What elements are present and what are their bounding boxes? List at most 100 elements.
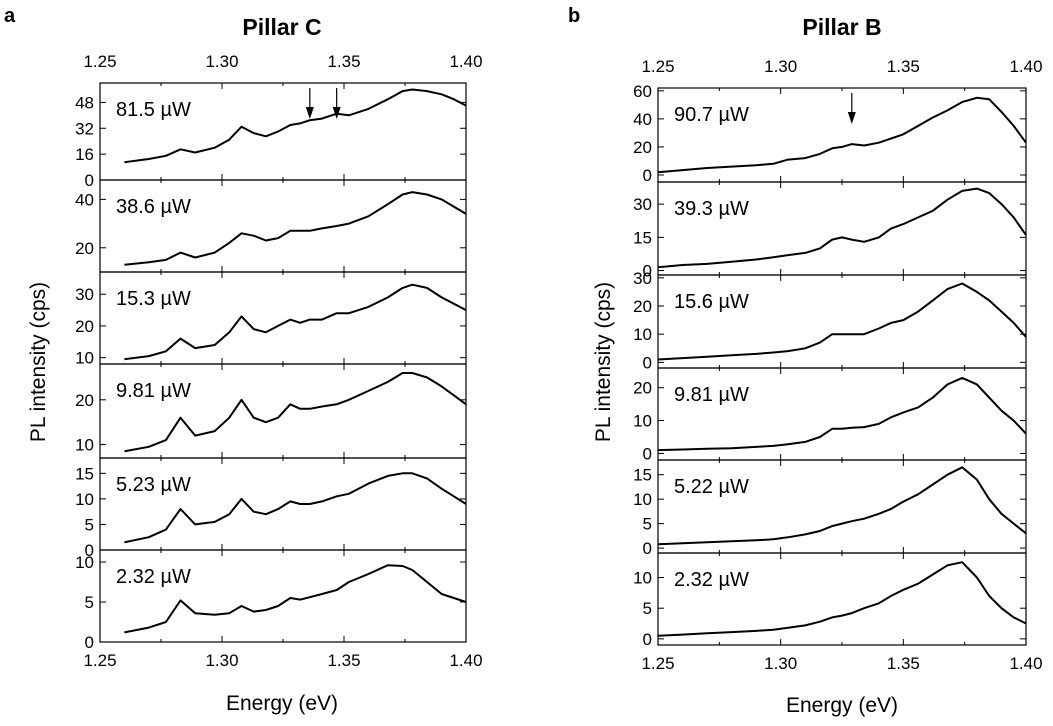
y-tick-label: 20: [75, 239, 94, 258]
y-tick-label: 40: [633, 110, 652, 129]
x-tick-label-top: 1.25: [641, 57, 674, 76]
y-tick-label: 60: [633, 82, 652, 101]
x-tick-label-top: 1.40: [449, 52, 482, 71]
subplot-frame: [99, 457, 467, 551]
arrow-head: [305, 107, 314, 119]
chart-title: Pillar B: [802, 14, 881, 40]
spectrum-line: [124, 283, 467, 361]
y-tick-label: 10: [75, 436, 94, 455]
x-tick-label-top: 1.40: [1009, 57, 1042, 76]
y-tick-label: 5: [85, 593, 94, 612]
y-axis-label: PL intensity (cps): [27, 282, 50, 442]
power-label: 90.7 µW: [674, 104, 749, 126]
y-tick-label: 20: [75, 317, 94, 336]
spectrum-line: [657, 561, 1027, 637]
power-label: 38.6 µW: [116, 196, 191, 218]
x-axis-label: Energy (eV): [786, 694, 898, 717]
power-label: 15.6 µW: [674, 291, 749, 313]
power-label: 9.81 µW: [674, 384, 749, 406]
panel-b: b Pillar B 1.25 1.25 1.30 1.30 1.35 1.35 1.40 1.4…: [568, 5, 1043, 717]
y-tick-label: 0: [643, 539, 652, 558]
spectrum-line: [657, 282, 1027, 361]
x-tick-label-top: 1.30: [205, 52, 238, 71]
x-tick-label: 1.35: [887, 654, 920, 673]
subplot: 10 20 9.81 µW: [75, 363, 467, 459]
spectrum-line: [124, 472, 467, 544]
y-axis-label: PL intensity (cps): [592, 282, 615, 442]
subplot: 0 10 20 30 15.6 µW: [633, 269, 1027, 372]
spectrum-line: [657, 376, 1027, 452]
subplot-frame: [99, 179, 467, 273]
panel-label: a: [4, 5, 16, 27]
arrow-head: [847, 112, 856, 124]
y-tick-label: 0: [643, 630, 652, 649]
y-tick-label: 0: [85, 541, 94, 560]
y-tick-label: 20: [633, 297, 652, 316]
subplot: 0 5 10 15 5.22 µW: [633, 459, 1027, 558]
subplot: 0 15 30 39.3 µW: [633, 181, 1027, 281]
y-tick-label: 5: [643, 515, 652, 534]
power-label: 39.3 µW: [674, 198, 749, 220]
subplot: 0 5 10 2.32 µW: [75, 549, 467, 652]
y-tick-label: 10: [75, 553, 94, 572]
y-tick-label: 30: [633, 195, 652, 214]
spectrum-line: [124, 88, 467, 164]
subplot: 20 40 38.6 µW: [75, 179, 467, 273]
y-tick-label: 30: [633, 269, 652, 288]
y-tick-label: 5: [85, 515, 94, 534]
y-tick-label: 32: [75, 119, 94, 138]
x-tick-label-top: 1.25: [83, 52, 116, 71]
panel-label: b: [568, 5, 580, 27]
subplot-frame: [99, 549, 467, 643]
x-tick-label: 1.25: [641, 654, 674, 673]
subplot-frame: [657, 181, 1027, 276]
y-tick-label: 48: [75, 93, 94, 112]
y-tick-label: 30: [75, 285, 94, 304]
y-tick-label: 10: [75, 490, 94, 509]
y-tick-label: 16: [75, 145, 94, 164]
subplot: 0 5 10 15 5.23 µW: [75, 457, 467, 560]
power-label: 81.5 µW: [116, 99, 191, 121]
subplot: 0 5 10 2.32 µW: [633, 552, 1027, 649]
x-tick-label: 1.40: [449, 651, 482, 670]
x-tick-label: 1.30: [764, 654, 797, 673]
y-tick-label: 0: [643, 444, 652, 463]
y-tick-label: 10: [75, 349, 94, 368]
spectrum-line: [124, 191, 467, 266]
y-tick-label: 0: [643, 166, 652, 185]
subplot-frame: [99, 82, 467, 181]
y-tick-label: 15: [633, 466, 652, 485]
subplot: 0 20 40 60 90.7 µW: [633, 82, 1027, 185]
subplot: 10 20 30 15.3 µW: [75, 271, 467, 368]
x-axis-label: Energy (eV): [226, 692, 338, 715]
x-tick-label: 1.30: [205, 651, 238, 670]
y-tick-label: 0: [85, 633, 94, 652]
spectrum-line: [657, 466, 1027, 546]
arrow-head: [332, 107, 341, 119]
x-tick-label-top: 1.35: [327, 52, 360, 71]
y-tick-label: 10: [633, 569, 652, 588]
y-tick-label: 0: [85, 171, 94, 190]
spectrum-line: [124, 564, 467, 634]
x-tick-label: 1.25: [83, 651, 116, 670]
y-tick-label: 15: [75, 464, 94, 483]
y-tick-label: 15: [633, 228, 652, 247]
arrow-marker: [305, 88, 314, 119]
y-tick-label: 10: [633, 325, 652, 344]
arrow-marker: [847, 93, 856, 124]
subplot: 0 16 32 48 81.5 µW: [75, 82, 467, 190]
panel-a: a Pillar C 1.25 1.25 1.30 1.30 1.35 1.35 1.40 1.4…: [4, 5, 483, 715]
y-tick-label: 0: [643, 353, 652, 372]
power-label: 2.32 µW: [116, 566, 191, 588]
y-tick-label: 5: [643, 599, 652, 618]
power-label: 5.22 µW: [674, 476, 749, 498]
y-tick-label: 10: [633, 490, 652, 509]
x-tick-label-top: 1.35: [887, 57, 920, 76]
x-tick-label: 1.35: [327, 651, 360, 670]
y-tick-label: 0: [643, 262, 652, 281]
y-tick-label: 10: [633, 412, 652, 431]
spectrum-line: [124, 372, 467, 453]
power-label: 2.32 µW: [674, 569, 749, 591]
spectrum-line: [657, 96, 1027, 174]
